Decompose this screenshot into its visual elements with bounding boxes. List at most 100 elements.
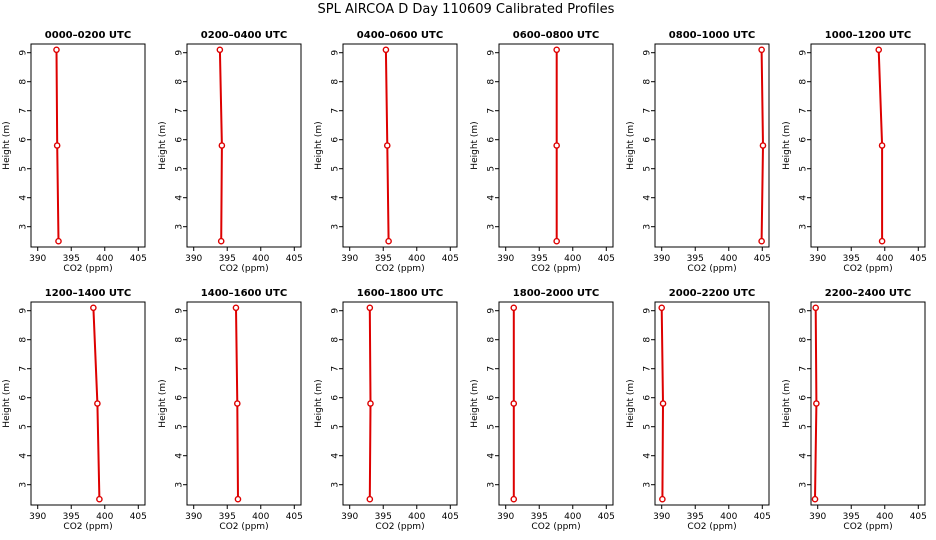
- y-tick-label: 7: [487, 108, 497, 114]
- y-axis-label: Height (m): [626, 379, 636, 427]
- x-tick-label: 390: [497, 512, 514, 522]
- y-tick-label: 9: [487, 308, 497, 314]
- x-axis-label: CO2 (ppm): [843, 522, 892, 532]
- plot-frame: [498, 301, 614, 506]
- x-tick-label: 395: [843, 512, 860, 522]
- profile-point: [878, 142, 886, 149]
- profile-point: [366, 495, 374, 503]
- x-tick-label: 400: [720, 512, 737, 522]
- y-tick-label: 8: [643, 79, 653, 85]
- panel-title: 0800–1000 UTC: [669, 30, 755, 41]
- panel-title: 0600–0800 UTC: [513, 30, 599, 41]
- x-tick-label: 400: [564, 512, 581, 522]
- x-tick-label: 405: [910, 254, 927, 264]
- profile-point: [233, 400, 241, 407]
- y-axis-label: Height (m): [314, 121, 324, 169]
- panel-12: 2200–2400 UTC 390 395 400 405 CO2 (ppm) 3 4 5 6 7 8…: [782, 288, 927, 532]
- y-tick-label: 3: [175, 224, 185, 230]
- y-tick-label: 7: [799, 366, 809, 372]
- y-tick-label: 3: [799, 224, 809, 230]
- panel-title: 0200–0400 UTC: [201, 30, 287, 41]
- y-tick-label: 9: [19, 308, 29, 314]
- plot-frame: [342, 43, 458, 248]
- plot-frame: [654, 301, 770, 506]
- x-axis-label: CO2 (ppm): [531, 264, 580, 274]
- y-tick-label: 4: [19, 453, 29, 459]
- x-tick-label: 390: [185, 254, 202, 264]
- profile-point: [382, 46, 390, 54]
- y-tick-label: 5: [799, 166, 809, 172]
- x-axis-label: CO2 (ppm): [687, 264, 736, 274]
- x-axis-label: CO2 (ppm): [375, 522, 424, 532]
- y-tick-label: 7: [19, 366, 29, 372]
- x-tick-label: 390: [653, 254, 670, 264]
- y-tick-label: 9: [175, 50, 185, 56]
- y-tick-label: 5: [175, 166, 185, 172]
- y-axis-label: Height (m): [782, 379, 792, 427]
- y-axis-label: Height (m): [2, 379, 12, 427]
- y-axis-label: Height (m): [782, 121, 792, 169]
- y-tick-label: 8: [175, 337, 185, 343]
- profile-point: [510, 495, 518, 503]
- y-tick-label: 6: [331, 137, 341, 143]
- x-tick-label: 405: [910, 512, 927, 522]
- y-tick-label: 7: [643, 366, 653, 372]
- panel-title: 1600–1800 UTC: [357, 288, 443, 299]
- x-tick-label: 395: [63, 254, 80, 264]
- x-tick-label: 400: [252, 254, 269, 264]
- profile-point: [811, 495, 819, 503]
- plot-frame: [186, 301, 302, 506]
- panel-title: 1400–1600 UTC: [201, 288, 287, 299]
- y-tick-label: 3: [19, 224, 29, 230]
- x-tick-label: 395: [219, 512, 236, 522]
- x-tick-label: 390: [29, 512, 46, 522]
- x-tick-label: 395: [63, 512, 80, 522]
- plot-frame: [342, 301, 458, 506]
- x-tick-label: 390: [341, 254, 358, 264]
- profile-point: [813, 400, 820, 407]
- plot-frame: [810, 43, 926, 248]
- y-tick-label: 7: [331, 366, 341, 372]
- x-tick-label: 405: [754, 512, 771, 522]
- y-tick-label: 4: [643, 195, 653, 201]
- y-tick-label: 6: [331, 395, 341, 401]
- y-tick-label: 4: [643, 453, 653, 459]
- y-tick-label: 6: [799, 137, 809, 143]
- profile-point: [659, 400, 667, 407]
- profile-point: [53, 142, 61, 149]
- y-tick-label: 4: [487, 453, 497, 459]
- x-tick-label: 395: [375, 512, 392, 522]
- panel-9: 1600–1800 UTC 390 395 400 405 CO2 (ppm) 3 4 5 6 7 8…: [314, 288, 459, 532]
- x-tick-label: 400: [876, 254, 893, 264]
- y-tick-label: 4: [331, 453, 341, 459]
- y-tick-label: 3: [487, 224, 497, 230]
- profile-point: [553, 237, 560, 245]
- profile-point: [367, 400, 374, 407]
- x-tick-label: 390: [809, 254, 826, 264]
- y-axis-label: Height (m): [470, 379, 480, 427]
- x-tick-label: 395: [531, 512, 548, 522]
- panel-title: 0400–0600 UTC: [357, 30, 443, 41]
- panel-11: 2000–2200 UTC 390 395 400 405 CO2 (ppm) 3 4 5 6 7 8…: [626, 288, 771, 532]
- panel-title: 1800–2000 UTC: [513, 288, 599, 299]
- y-axis-label: Height (m): [158, 121, 168, 169]
- y-tick-label: 7: [19, 108, 29, 114]
- y-tick-label: 5: [643, 166, 653, 172]
- plot-frame: [186, 43, 302, 248]
- panel-2: 0200–0400 UTC 390 395 400 405 CO2 (ppm) 3 4 5 6 7 8…: [158, 30, 303, 274]
- panel-1: 0000–0200 UTC 390 395 400 405 CO2 (ppm) 3 4 5 6 7 8…: [2, 30, 147, 274]
- profile-point: [96, 495, 103, 503]
- profile-point: [53, 46, 60, 54]
- x-tick-label: 405: [130, 512, 147, 522]
- y-axis-label: Height (m): [314, 379, 324, 427]
- x-tick-label: 405: [286, 254, 303, 264]
- y-tick-label: 4: [331, 195, 341, 201]
- x-tick-label: 395: [219, 254, 236, 264]
- y-tick-label: 4: [799, 195, 809, 201]
- y-tick-label: 8: [487, 79, 497, 85]
- y-tick-label: 5: [175, 424, 185, 430]
- profile-point: [218, 142, 226, 149]
- y-tick-label: 9: [799, 50, 809, 56]
- profile-point: [659, 495, 666, 503]
